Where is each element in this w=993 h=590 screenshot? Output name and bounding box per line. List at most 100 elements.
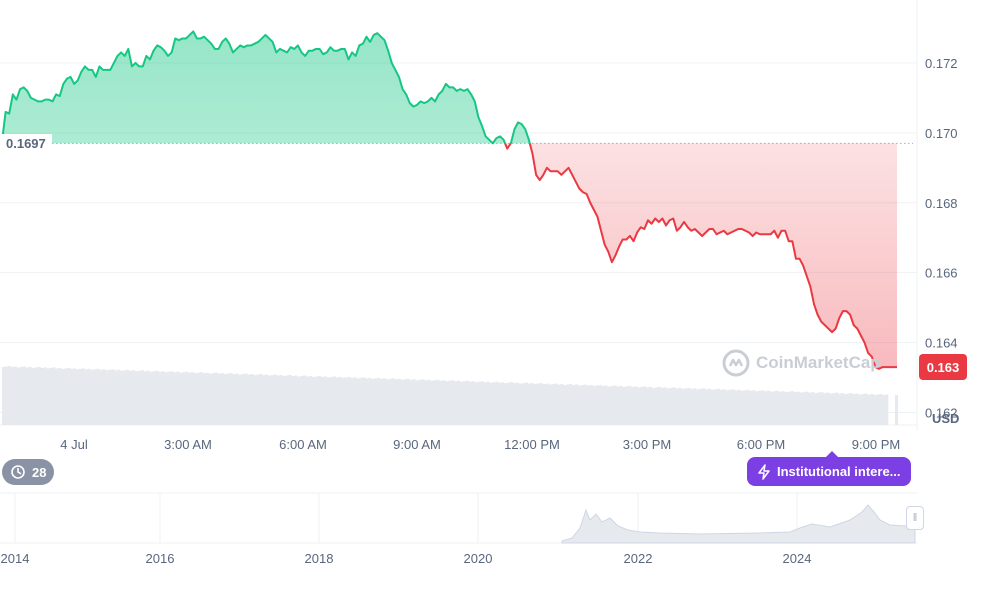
volume-bar [93, 369, 97, 425]
volume-bar [598, 384, 602, 425]
range-slider-handle[interactable]: ‖ [906, 506, 924, 530]
history-icon [11, 465, 25, 479]
volume-bar [7, 365, 12, 425]
volume-bar [279, 375, 283, 425]
volume-bar [191, 372, 195, 425]
volume-bar [648, 386, 653, 425]
volume-bar [217, 373, 221, 425]
price-line [1, 30, 897, 370]
volume-bar [276, 375, 280, 425]
volume-bar [353, 377, 357, 425]
volume-bar [403, 379, 407, 425]
watermark: CoinMarketCap [722, 349, 881, 377]
history-events-chip[interactable]: 28 [2, 459, 55, 485]
y-axis: 0.162 0.164 0.166 0.168 0.170 0.172 [925, 56, 958, 421]
event-chip[interactable]: Institutional intere... [747, 451, 911, 486]
volume-bar [300, 375, 304, 425]
volume-bar [167, 371, 171, 425]
volume-bar [176, 371, 180, 425]
volume-bar [734, 390, 738, 425]
volume-bar [722, 389, 726, 425]
volume-bar [802, 392, 806, 425]
price-line-below [491, 143, 897, 370]
volume-bar [350, 377, 354, 425]
volume-bar [628, 385, 632, 425]
volume-bar [761, 390, 765, 425]
volume-bar [453, 381, 458, 425]
volume-bar [678, 387, 682, 425]
volume-bar [247, 374, 251, 425]
volume-bar [895, 395, 898, 425]
volume-bar [456, 380, 461, 425]
drag-handle-icon: ‖ [912, 512, 918, 524]
volume-bar [128, 370, 133, 425]
volume-bar [811, 392, 815, 425]
volume-bar [763, 391, 768, 425]
volume-bar [193, 373, 198, 425]
volume-bar [563, 385, 567, 425]
volume-bar [799, 392, 803, 425]
volume-bar [329, 376, 334, 425]
area-below-reference [505, 143, 897, 369]
volume-bar [486, 381, 490, 425]
volume-bar [261, 375, 266, 425]
volume-bar [318, 375, 322, 425]
range-overview-chart[interactable] [0, 492, 917, 544]
volume-bar [258, 374, 263, 425]
volume-bar [436, 379, 440, 425]
volume-bar [131, 370, 136, 425]
volume-bar [823, 393, 827, 425]
volume-bar [740, 390, 744, 425]
volume-bar [684, 388, 688, 425]
volume-bar [253, 375, 257, 425]
volume-bar [577, 385, 582, 425]
volume-bar [625, 386, 629, 425]
volume-bar [589, 385, 593, 425]
volume-bar [78, 368, 83, 425]
volume-bar [335, 377, 339, 425]
volume-bar [687, 387, 691, 425]
volume-bar [288, 375, 292, 425]
volume-bar [642, 386, 647, 425]
volume-bar [601, 385, 605, 425]
area-above-reference [2, 31, 897, 144]
volume-bar [34, 367, 38, 425]
x-tick-label: 6:00 PM [737, 437, 785, 452]
volume-bar [134, 371, 139, 425]
volume-bar [155, 370, 159, 425]
volume-bar [698, 388, 703, 425]
overview-sparkline [561, 504, 916, 544]
y-tick-label: 0.166 [925, 266, 958, 281]
volume-bar [569, 384, 573, 425]
volume-bar [90, 369, 94, 425]
x-tick-label: 4 Jul [60, 437, 88, 452]
volume-bar [852, 394, 856, 425]
volume-bar [701, 388, 706, 425]
volume-bar [102, 369, 106, 425]
volume-bar [158, 371, 162, 425]
volume-bar [619, 385, 623, 425]
volume-bar [483, 382, 487, 425]
volume-bar [498, 382, 502, 425]
coinmarketcap-logo-icon [722, 349, 750, 377]
volume-bar [879, 394, 883, 425]
volume-bar [861, 394, 865, 425]
volume-bar [749, 390, 753, 425]
volume-bar [123, 370, 127, 425]
volume-bar [548, 384, 552, 425]
volume-bar [595, 385, 599, 425]
x-tick-label: 12:00 PM [504, 437, 560, 452]
volume-bar [669, 387, 673, 425]
volume-bar [775, 390, 780, 425]
volume-bar [374, 378, 378, 425]
volume-bar [731, 389, 735, 425]
volume-bar [704, 389, 709, 425]
overview-x-tick-label: 2016 [146, 551, 175, 566]
volume-bar [489, 382, 493, 425]
volume-bar [566, 384, 570, 425]
volume-bar [347, 376, 351, 425]
volume-bar [143, 371, 148, 425]
volume-bar [164, 372, 168, 425]
